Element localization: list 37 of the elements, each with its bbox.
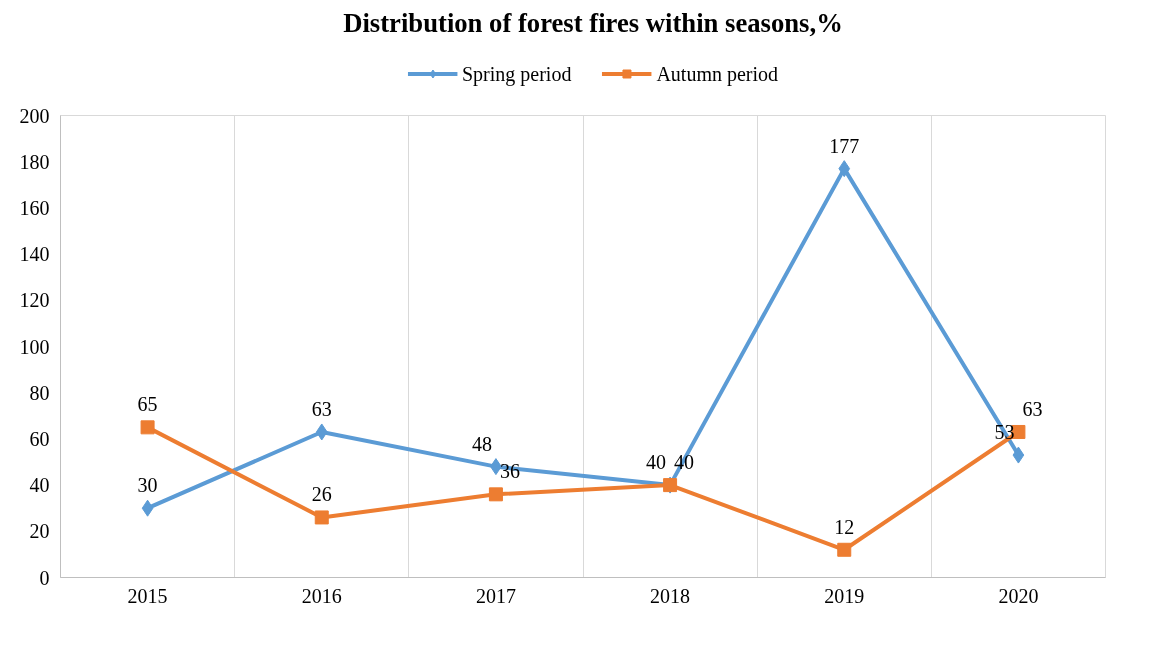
y-tick-label: 120: [19, 289, 50, 312]
x-tick-label: 2016: [301, 584, 342, 607]
x-tick-label: 2015: [127, 584, 168, 607]
y-tick-label: 140: [19, 243, 50, 266]
data-label: 63: [1022, 397, 1043, 420]
y-tick-label: 100: [19, 335, 50, 358]
data-label: 12: [834, 515, 855, 538]
y-tick-label: 180: [19, 150, 50, 173]
legend-label: Autumn period: [656, 62, 779, 85]
y-tick-label: 160: [19, 196, 50, 219]
data-label: 30: [137, 474, 158, 497]
point: [1012, 446, 1025, 464]
y-tick-label: 60: [29, 427, 50, 450]
chart-title: Distribution of forest fires within seasons,%: [343, 7, 843, 38]
point: [315, 423, 328, 441]
y-tick-label: 20: [29, 520, 50, 543]
point: [838, 160, 851, 178]
point: [141, 499, 154, 517]
data-label: 65: [137, 393, 158, 416]
data-label: 177: [829, 134, 860, 157]
point: [488, 487, 503, 502]
point: [837, 542, 852, 557]
y-tick-label: 40: [29, 474, 50, 497]
x-tick-label: 2019: [824, 584, 865, 607]
y-tick-label: 80: [29, 381, 50, 404]
data-label: 40: [646, 451, 667, 474]
point: [140, 420, 155, 435]
x-tick-label: 2017: [475, 584, 516, 607]
x-tick-label: 2018: [650, 584, 691, 607]
data-label: 63: [311, 397, 332, 420]
y-tick-label: 200: [19, 104, 50, 127]
data-label: 48: [471, 432, 492, 455]
data-label: 26: [311, 483, 332, 506]
point: [314, 510, 329, 525]
x-tick-label: 2020: [998, 584, 1039, 607]
y-tick-label: 0: [39, 566, 50, 589]
legend-label: Spring period: [461, 62, 572, 85]
